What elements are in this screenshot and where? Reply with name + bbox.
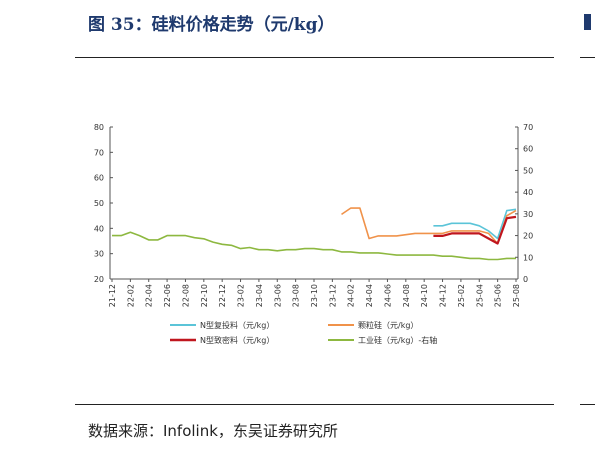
x-tick-label: 24-06 [383,284,392,307]
y-right-tick-label: 30 [523,210,533,219]
axes-layer: 20 30 40 50 60 70 80 0 10 20 30 40 50 60 70 21-12 22-02 2… [94,123,533,307]
y-right-tick-label: 70 [523,123,533,132]
legend-label-2: N型致密料（元/kg） [200,335,274,345]
y-left-tick-label: 50 [94,199,104,208]
y-left-tick-label: 80 [94,123,104,132]
figure-title: 图 35：硅料价格走势（元/kg） [88,15,335,35]
y-left-tick-label: 30 [94,250,104,259]
x-tick-label: 23-08 [292,284,301,307]
x-tick-label: 24-10 [420,284,429,307]
y-right-tick-label: 60 [523,145,533,154]
x-tick-label: 25-08 [512,284,521,307]
x-tick-label: 23-10 [310,284,319,307]
x-tick-label: 23-12 [328,284,337,307]
y-right-tick-label: 10 [523,253,533,262]
x-tick-label: 25-04 [475,284,484,307]
x-tick-label: 22-08 [181,284,190,307]
x-tick-label: 25-02 [457,284,466,307]
x-tick-label: 22-06 [163,284,172,307]
source-note: 数据来源：Infolink，东吴证券研究所 [88,422,338,440]
adjacent-column-marker [584,14,591,30]
title-divider [75,57,554,58]
y-right-tick-label: 50 [523,166,533,175]
series-line-1 [341,207,517,245]
legend-label-0: N型复投料（元/kg） [200,320,274,330]
y-right-tick-label: 40 [523,188,533,197]
x-tick-label: 23-06 [273,284,282,307]
y-right-tick-label: 20 [523,232,533,241]
source-divider [75,404,554,405]
x-tick-label: 21-12 [108,284,117,307]
x-tick-label: 22-04 [145,284,154,307]
x-tick-label: 24-12 [439,284,448,307]
x-tick-label: 22-10 [200,284,209,307]
adjacent-column-divider-bottom [580,404,595,405]
legend-label-3: 工业硅（元/kg）-右轴 [358,335,437,345]
x-tick-label: 24-04 [365,284,374,307]
price-chart: 20 30 40 50 60 70 80 0 10 20 30 40 50 60 70 21-12 22-02 2… [94,123,533,345]
x-tick-label: 24-02 [347,284,356,307]
series-line-3 [112,231,516,261]
x-tick-label: 22-02 [126,284,135,307]
y-left-tick-label: 70 [94,148,104,157]
legend: N型复投料（元/kg） 颗粒硅（元/kg） N型致密料（元/kg） 工业硅（元/kg）… [170,320,437,345]
y-left-tick-label: 60 [94,174,104,183]
series-line-2 [433,215,517,245]
legend-label-1: 颗粒硅（元/kg） [358,320,418,330]
x-tick-label: 23-04 [255,284,264,307]
y-left-tick-label: 40 [94,224,104,233]
x-tick-label: 22-12 [218,284,227,307]
y-left-tick-label: 20 [94,275,104,284]
y-right-tick-label: 0 [523,275,528,284]
adjacent-column-divider [580,57,595,58]
series-line-0 [433,208,517,240]
x-tick-label: 23-02 [237,284,246,307]
x-tick-label: 25-06 [494,284,503,307]
series-layer [112,207,517,261]
x-tick-label: 24-08 [402,284,411,307]
